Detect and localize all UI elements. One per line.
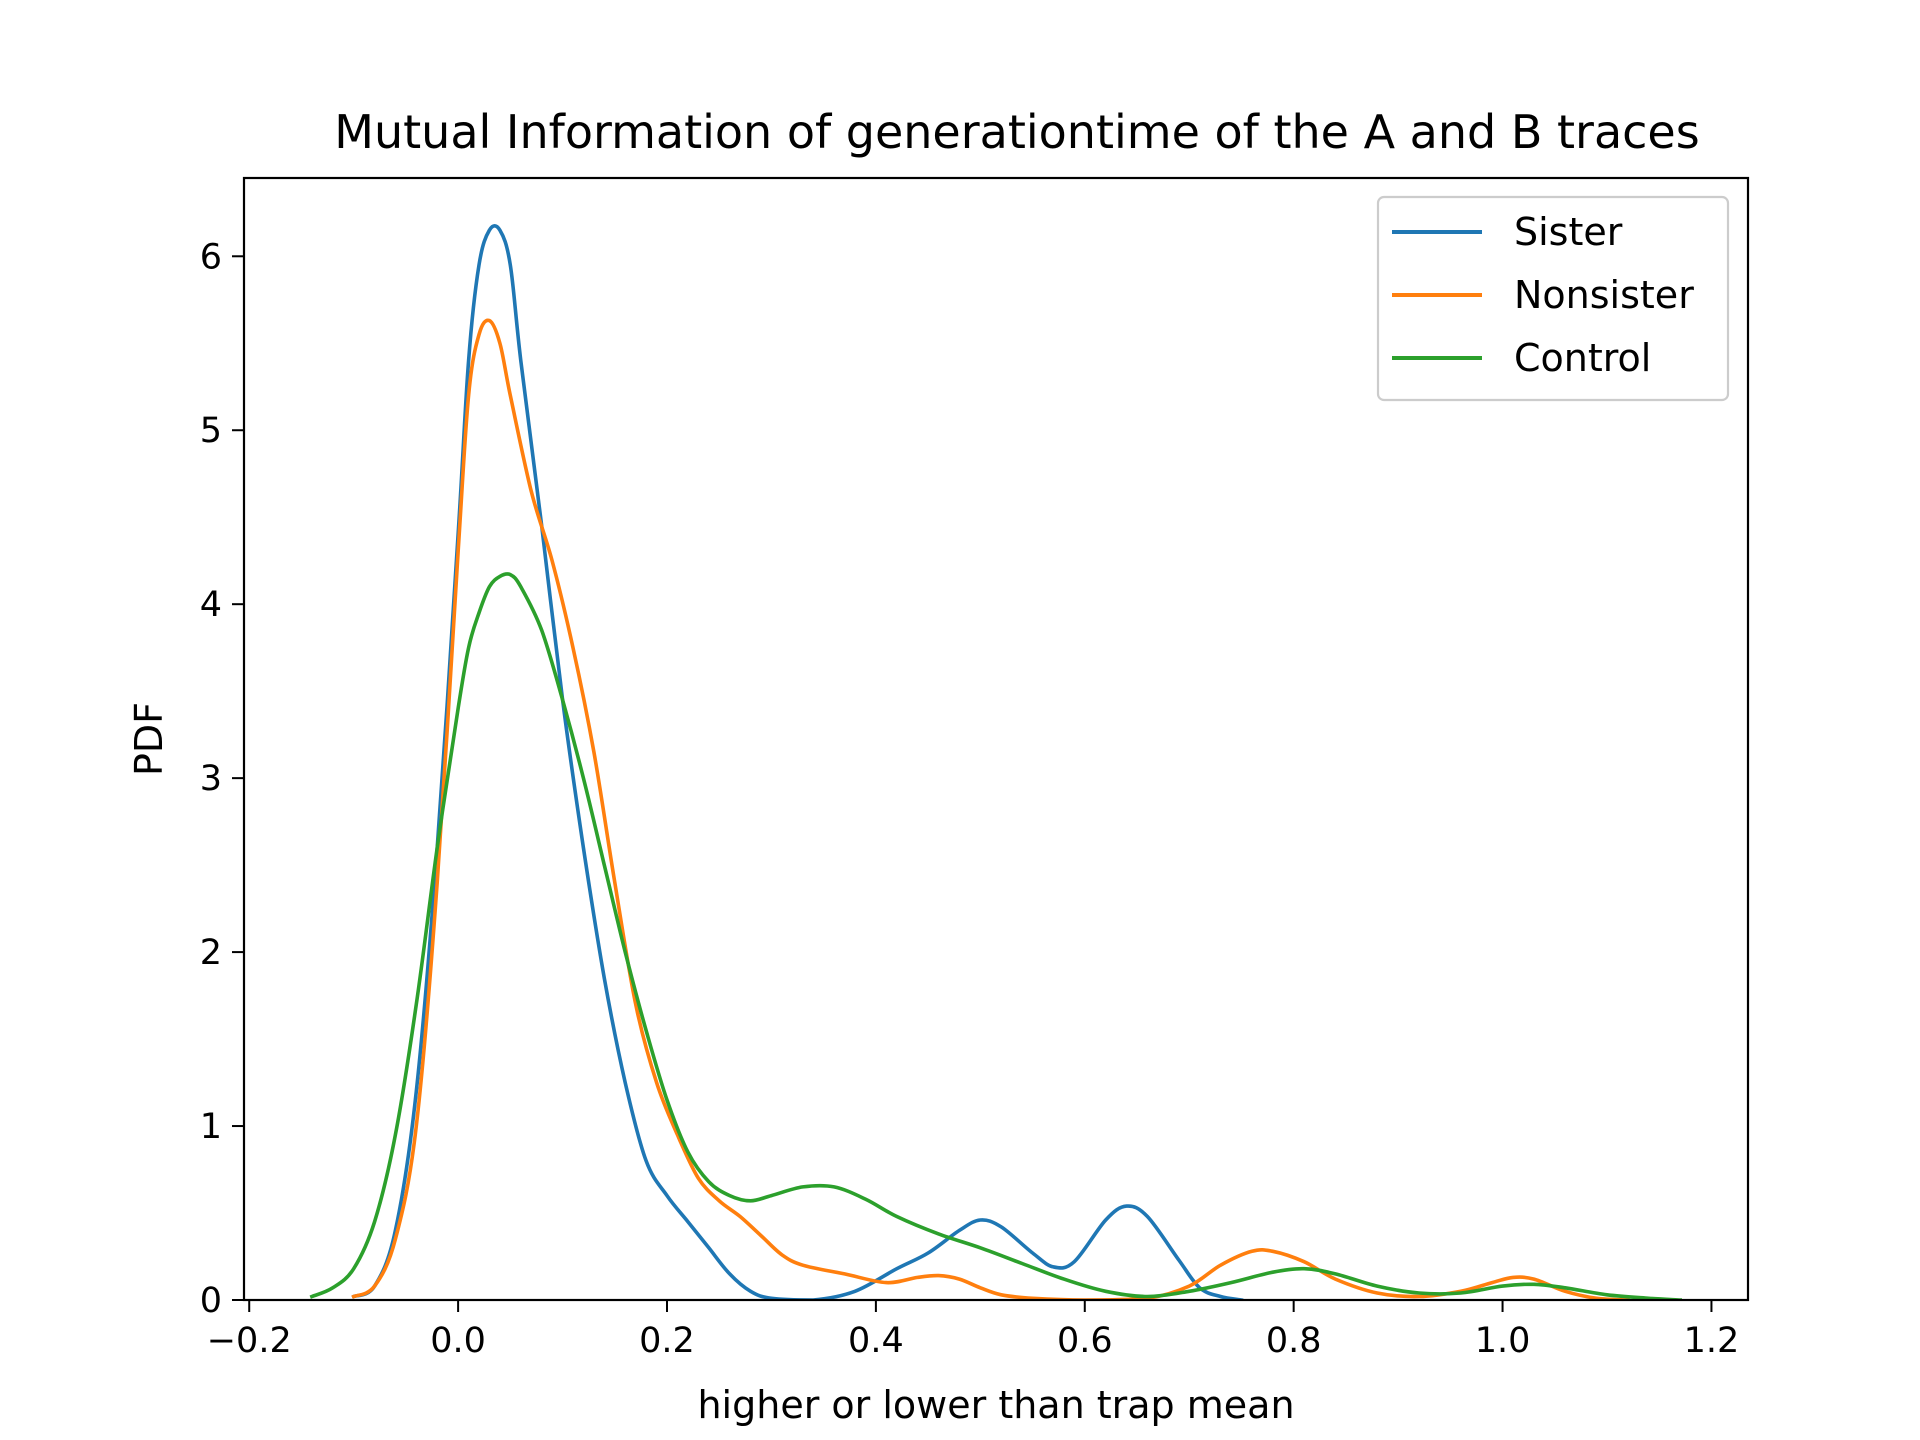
- y-axis: 0 1 2 3 4 5 6: [200, 237, 244, 1321]
- legend: Sister Nonsister Control: [1376, 195, 1730, 402]
- legend-items: Sister Nonsister Control: [1392, 210, 1694, 380]
- y-tick-label: 0: [200, 1281, 222, 1321]
- legend-label-control: Control: [1514, 336, 1651, 380]
- x-tick-label: 1.0: [1475, 1321, 1531, 1361]
- x-tick-label: 0.6: [1057, 1321, 1113, 1361]
- x-axis: −0.2 0.0 0.2 0.4 0.6 0.8 1.0 1.2: [207, 1300, 1740, 1361]
- y-axis-label: PDF: [127, 702, 171, 776]
- y-tick-label: 5: [200, 411, 222, 451]
- plot-frame: [242, 176, 1750, 1302]
- series-lines: [309, 224, 1683, 1300]
- plot-area: [309, 224, 1683, 1300]
- x-axis-label: higher or lower than trap mean: [697, 1383, 1294, 1427]
- x-tick-label: 0.4: [848, 1321, 904, 1361]
- y-tick-label: 2: [200, 933, 222, 973]
- y-tick-label: 6: [200, 237, 222, 277]
- series-line-control: [309, 572, 1683, 1300]
- y-tick-label: 1: [200, 1107, 222, 1147]
- y-tick-label: 3: [200, 759, 222, 799]
- x-tick-label: −0.2: [207, 1321, 292, 1361]
- x-tick-label: 0.2: [639, 1321, 695, 1361]
- chart-title: Mutual Information of generationtime of …: [334, 105, 1699, 159]
- x-tick-label: 1.2: [1684, 1321, 1740, 1361]
- x-tick-label: 0.0: [430, 1321, 486, 1361]
- legend-box: [1376, 195, 1730, 402]
- legend-label-sister: Sister: [1514, 210, 1623, 254]
- legend-label-nonsister: Nonsister: [1514, 273, 1694, 317]
- x-tick-label: 0.8: [1266, 1321, 1322, 1361]
- series-line-nonsister: [351, 318, 1630, 1300]
- y-tick-label: 4: [200, 585, 222, 625]
